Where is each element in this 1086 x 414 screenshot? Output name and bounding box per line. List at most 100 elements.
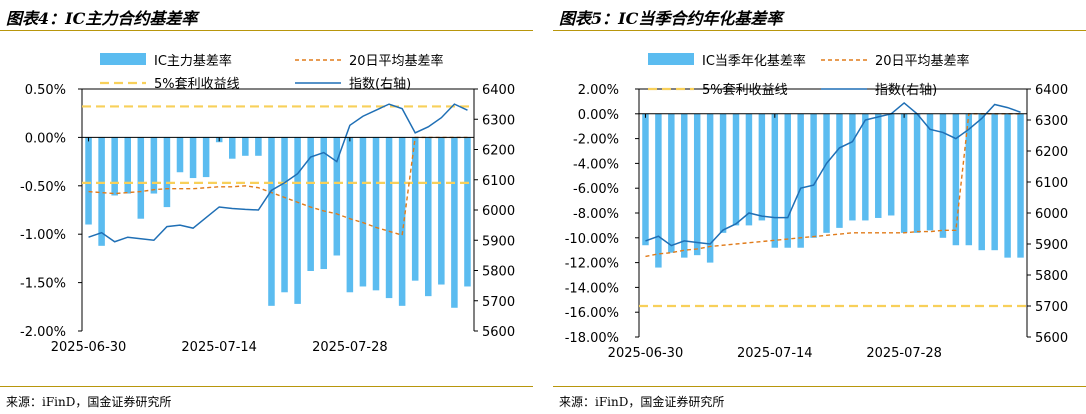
basis-bar (137, 137, 145, 219)
basis-bar (202, 137, 210, 178)
basis-bar (849, 113, 856, 221)
basis-bar (862, 113, 869, 221)
index-line (88, 103, 468, 243)
avg-basis-line (645, 113, 1021, 258)
ic-main-basis-chart: 0.50% 0.00% -0.50% -1.00% -1.50% -2.00% 6400 63… (20, 53, 515, 355)
basis-bar (189, 137, 197, 179)
avg-basis-line (88, 136, 468, 237)
y-tick-label: -2.00% (20, 325, 66, 340)
basis-bar (887, 113, 895, 216)
y2-tick-label: 5800 (1035, 269, 1068, 284)
basis-bar (939, 113, 947, 238)
basis-bar (991, 113, 998, 251)
basis-bar (111, 137, 118, 196)
basis-bar (758, 113, 766, 221)
basis-bar (1004, 113, 1011, 258)
x-tick-label: 2025-07-28 (866, 346, 942, 361)
basis-bar (965, 113, 973, 246)
basis-bar (1017, 113, 1024, 258)
legend-label: 指数(右轴) (349, 77, 411, 92)
y-tick-label: -10.00% (565, 232, 619, 247)
basis-bar (836, 113, 843, 228)
x-tick-label: 2025-06-30 (51, 340, 127, 355)
basis-bar (176, 137, 184, 173)
basis-bar (771, 113, 779, 248)
basis-bar (124, 137, 131, 194)
source-divider (0, 386, 533, 387)
basis-bar (346, 137, 354, 293)
basis-bar (464, 137, 471, 287)
basis-bar (706, 113, 714, 263)
y2-tick-label: 6200 (1035, 145, 1068, 160)
legend-label: IC当季年化基差率 (702, 53, 806, 69)
x-tick-label: 2025-07-14 (737, 346, 813, 361)
y-tick-label: -6.00% (573, 182, 619, 197)
y2-tick-label: 6000 (1035, 207, 1068, 222)
source-divider (553, 386, 1086, 387)
basis-bar (952, 113, 960, 246)
basis-bar (359, 137, 367, 287)
y-tick-label: 0.00% (25, 131, 66, 146)
y-tick-label: -14.00% (565, 281, 619, 296)
y-tick-label: -2.00% (573, 133, 619, 148)
basis-bar (655, 113, 662, 268)
basis-bar (797, 113, 804, 248)
basis-bar (411, 137, 419, 281)
x-tick-label: 2025-07-14 (181, 340, 257, 355)
basis-bar (823, 113, 830, 233)
y2-tick-label: 6300 (1035, 114, 1068, 129)
y-tick-label: 2.00% (578, 83, 619, 98)
basis-bar (913, 113, 921, 233)
right-chart-panel: 图表5：IC当季合约年化基差率 2.00% 0.00% -2.00% -4.00% -6… (553, 0, 1086, 414)
ic-quarterly-annualized-basis-chart: 2.00% 0.00% -2.00% -4.00% -6.00% -8.00% -10.00… (565, 53, 1068, 361)
y-tick-label: -1.50% (20, 277, 66, 292)
basis-bar (681, 113, 688, 258)
basis-bar (163, 137, 171, 208)
y-tick-label: -8.00% (573, 207, 619, 222)
left-chart-panel: 图表4：IC主力合约基差率 0.50% 0.00% -0.50% -1.00% -1.5… (0, 0, 533, 414)
legend-swatch-bar (648, 53, 694, 65)
basis-bar (875, 113, 882, 218)
y-tick-label: 0.00% (578, 108, 619, 123)
source-note: 来源：iFinD，国金证券研究所 (559, 395, 725, 409)
title-divider (0, 30, 533, 31)
legend-label: 5%套利收益线 (702, 82, 788, 98)
y2-tick-label: 6100 (1035, 176, 1068, 191)
y2-tick-label: 5900 (482, 234, 515, 249)
legend-swatch-bar (100, 53, 146, 65)
y2-tick-label: 5800 (482, 265, 515, 280)
basis-bar (398, 137, 406, 306)
y-tick-label: -4.00% (573, 157, 619, 172)
basis-bar (372, 137, 380, 291)
index-line (645, 101, 1021, 247)
basis-bar (320, 137, 327, 270)
basis-bar (693, 113, 701, 256)
y2-tick-label: 6400 (1035, 83, 1068, 98)
legend-label: IC主力基差率 (154, 53, 232, 69)
legend-label: 20日平均基差率 (875, 53, 970, 69)
basis-bar (978, 113, 985, 251)
source-note: 来源：iFinD，国金证券研究所 (6, 395, 172, 409)
y2-tick-label: 5900 (1035, 238, 1068, 253)
basis-bar (268, 137, 275, 306)
y2-tick-label: 6000 (482, 204, 515, 219)
basis-bar (425, 137, 432, 297)
basis-bar (85, 137, 92, 225)
basis-bar (229, 137, 236, 159)
y2-tick-label: 6300 (482, 113, 515, 128)
basis-bar (150, 137, 158, 194)
x-tick-label: 2025-06-30 (608, 346, 684, 361)
basis-bar (642, 113, 649, 246)
y2-tick-label: 6100 (482, 174, 515, 189)
legend-label: 5%套利收益线 (154, 76, 240, 92)
basis-bar (294, 137, 301, 304)
chart-title: 图表5：IC当季合约年化基差率 (559, 9, 783, 28)
y-tick-label: -1.00% (20, 228, 66, 243)
y2-tick-label: 5600 (482, 325, 515, 340)
basis-bar (333, 137, 341, 256)
basis-bar (255, 137, 262, 156)
basis-bar (745, 113, 753, 226)
basis-bar (451, 137, 458, 308)
basis-bar (926, 113, 934, 231)
x-tick-label: 2025-07-28 (312, 340, 388, 355)
